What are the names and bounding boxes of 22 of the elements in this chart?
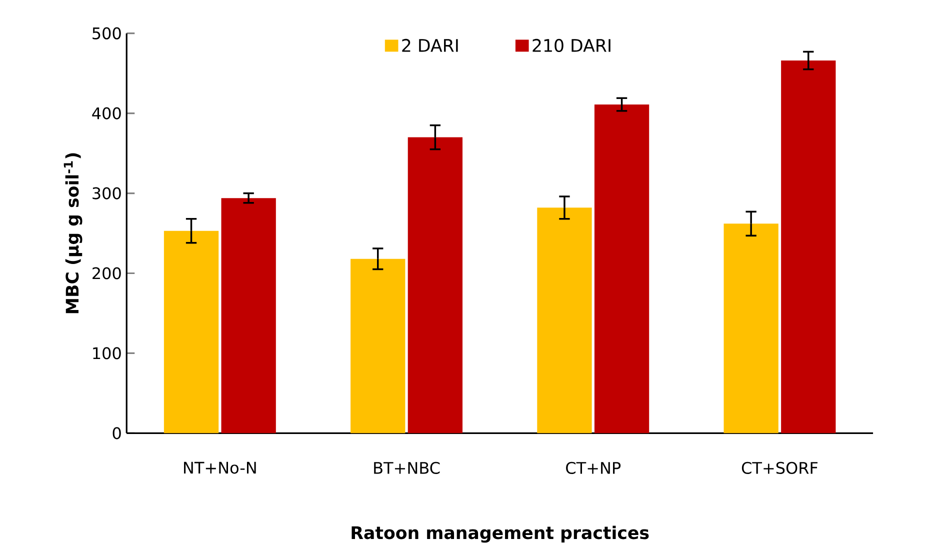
legend-label: 210 DARI	[532, 38, 610, 52]
y-tick-label: 300	[92, 187, 121, 200]
y-tick-label: 100	[93, 347, 121, 360]
x-tick-label: BT+NBC	[374, 462, 440, 474]
x-tick-label: NT+No-N	[184, 462, 256, 474]
y-tick-label: 200	[92, 267, 121, 280]
bar	[221, 198, 276, 434]
bar	[594, 104, 650, 434]
bar	[781, 60, 836, 434]
bar	[164, 230, 219, 434]
y-axis-title: MBC (µg g soil$^{-1}$)	[64, 153, 82, 314]
y-tick-label: 400	[92, 107, 121, 120]
y-tick-label: 0	[112, 427, 121, 440]
bar	[408, 137, 463, 434]
x-tick-label: CT+NP	[566, 462, 621, 474]
y-tick-label: 500	[92, 27, 121, 40]
bar	[350, 258, 406, 434]
bar	[537, 208, 592, 434]
bar	[724, 224, 778, 434]
legend-label: 2 DARI	[402, 38, 458, 52]
x-axis-title: Ratoon management practices	[352, 526, 649, 543]
x-tick-label: CT+SORF	[742, 462, 818, 474]
